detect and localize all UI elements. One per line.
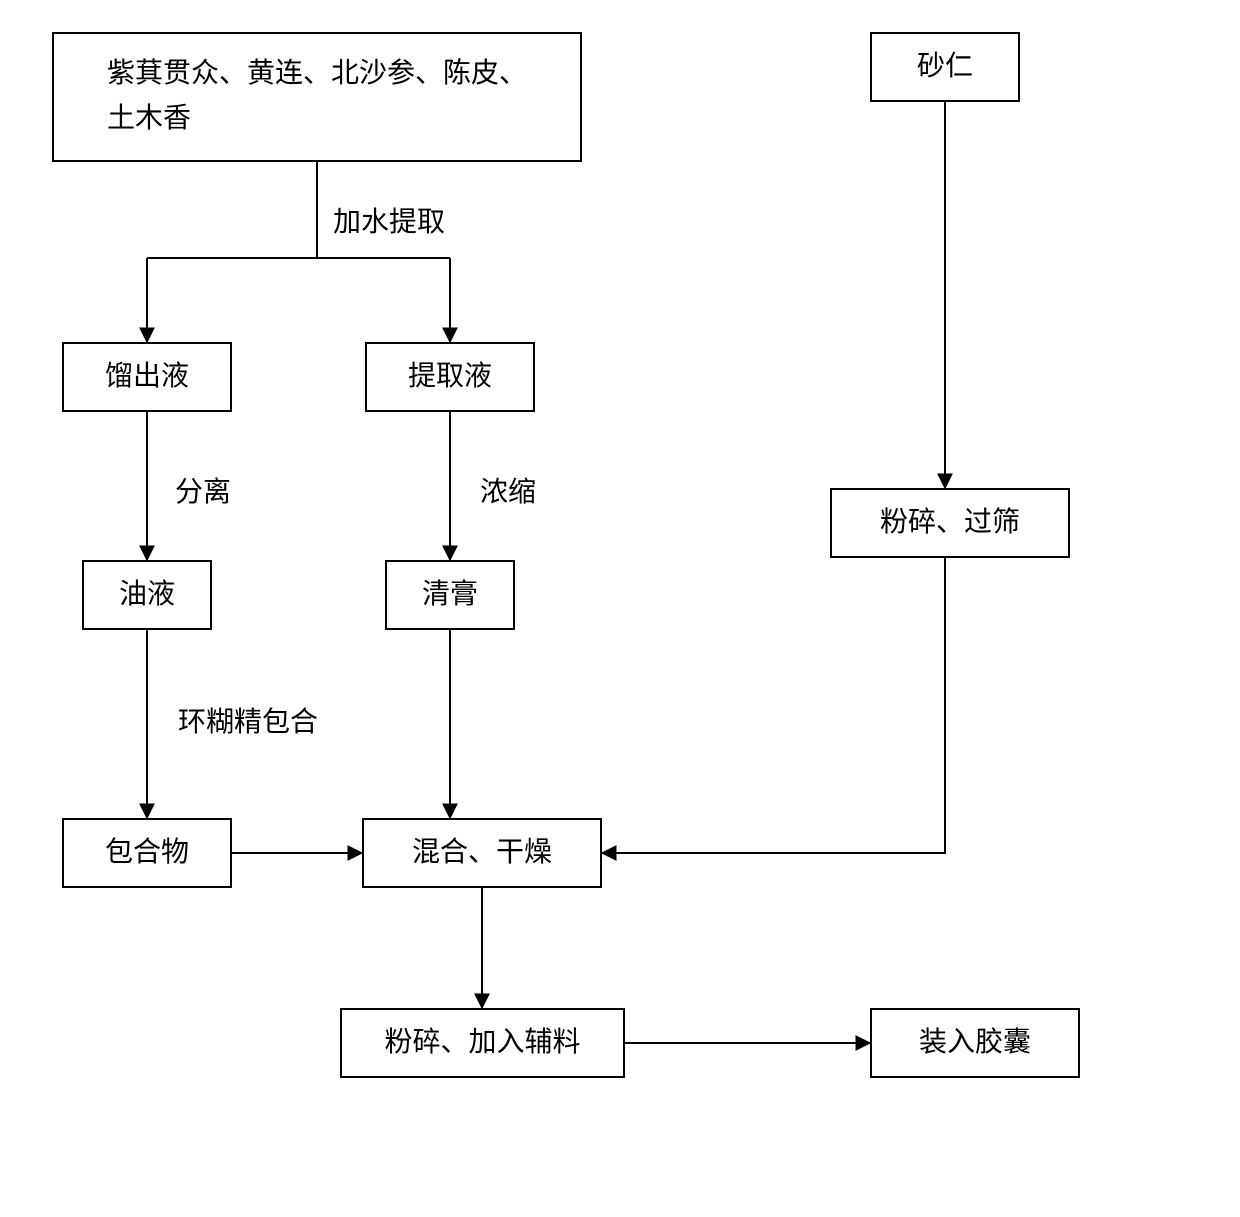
node-extract: 提取液 xyxy=(365,342,535,412)
node-capsule-text: 装入胶囊 xyxy=(919,1021,1031,1066)
node-oil-text: 油液 xyxy=(119,573,175,618)
node-inclusion-text: 包合物 xyxy=(105,831,189,876)
node-herbs-text: 紫萁贯众、黄连、北沙参、陈皮、 土木香 xyxy=(107,52,527,142)
edge-label-water-extract: 加水提取 xyxy=(333,200,445,240)
node-mixdry: 混合、干燥 xyxy=(362,818,602,888)
node-grind2: 粉碎、加入辅料 xyxy=(340,1008,625,1078)
edge-label-concentrate: 浓缩 xyxy=(480,470,536,510)
node-grind1: 粉碎、过筛 xyxy=(830,488,1070,558)
node-sharen: 砂仁 xyxy=(870,32,1020,102)
node-sharen-text: 砂仁 xyxy=(917,45,973,90)
edge-label-separate: 分离 xyxy=(175,470,231,510)
node-capsule: 装入胶囊 xyxy=(870,1008,1080,1078)
edge-label-cyclodextrin: 环糊精包合 xyxy=(178,700,318,740)
node-distillate: 馏出液 xyxy=(62,342,232,412)
node-grind2-text: 粉碎、加入辅料 xyxy=(384,1021,580,1066)
node-herbs: 紫萁贯众、黄连、北沙参、陈皮、 土木香 xyxy=(52,32,582,162)
node-paste: 清膏 xyxy=(385,560,515,630)
node-extract-text: 提取液 xyxy=(408,355,492,400)
node-paste-text: 清膏 xyxy=(422,573,478,618)
node-grind1-text: 粉碎、过筛 xyxy=(880,501,1020,546)
node-oil: 油液 xyxy=(82,560,212,630)
node-mixdry-text: 混合、干燥 xyxy=(412,831,552,876)
node-distillate-text: 馏出液 xyxy=(105,355,189,400)
node-inclusion: 包合物 xyxy=(62,818,232,888)
